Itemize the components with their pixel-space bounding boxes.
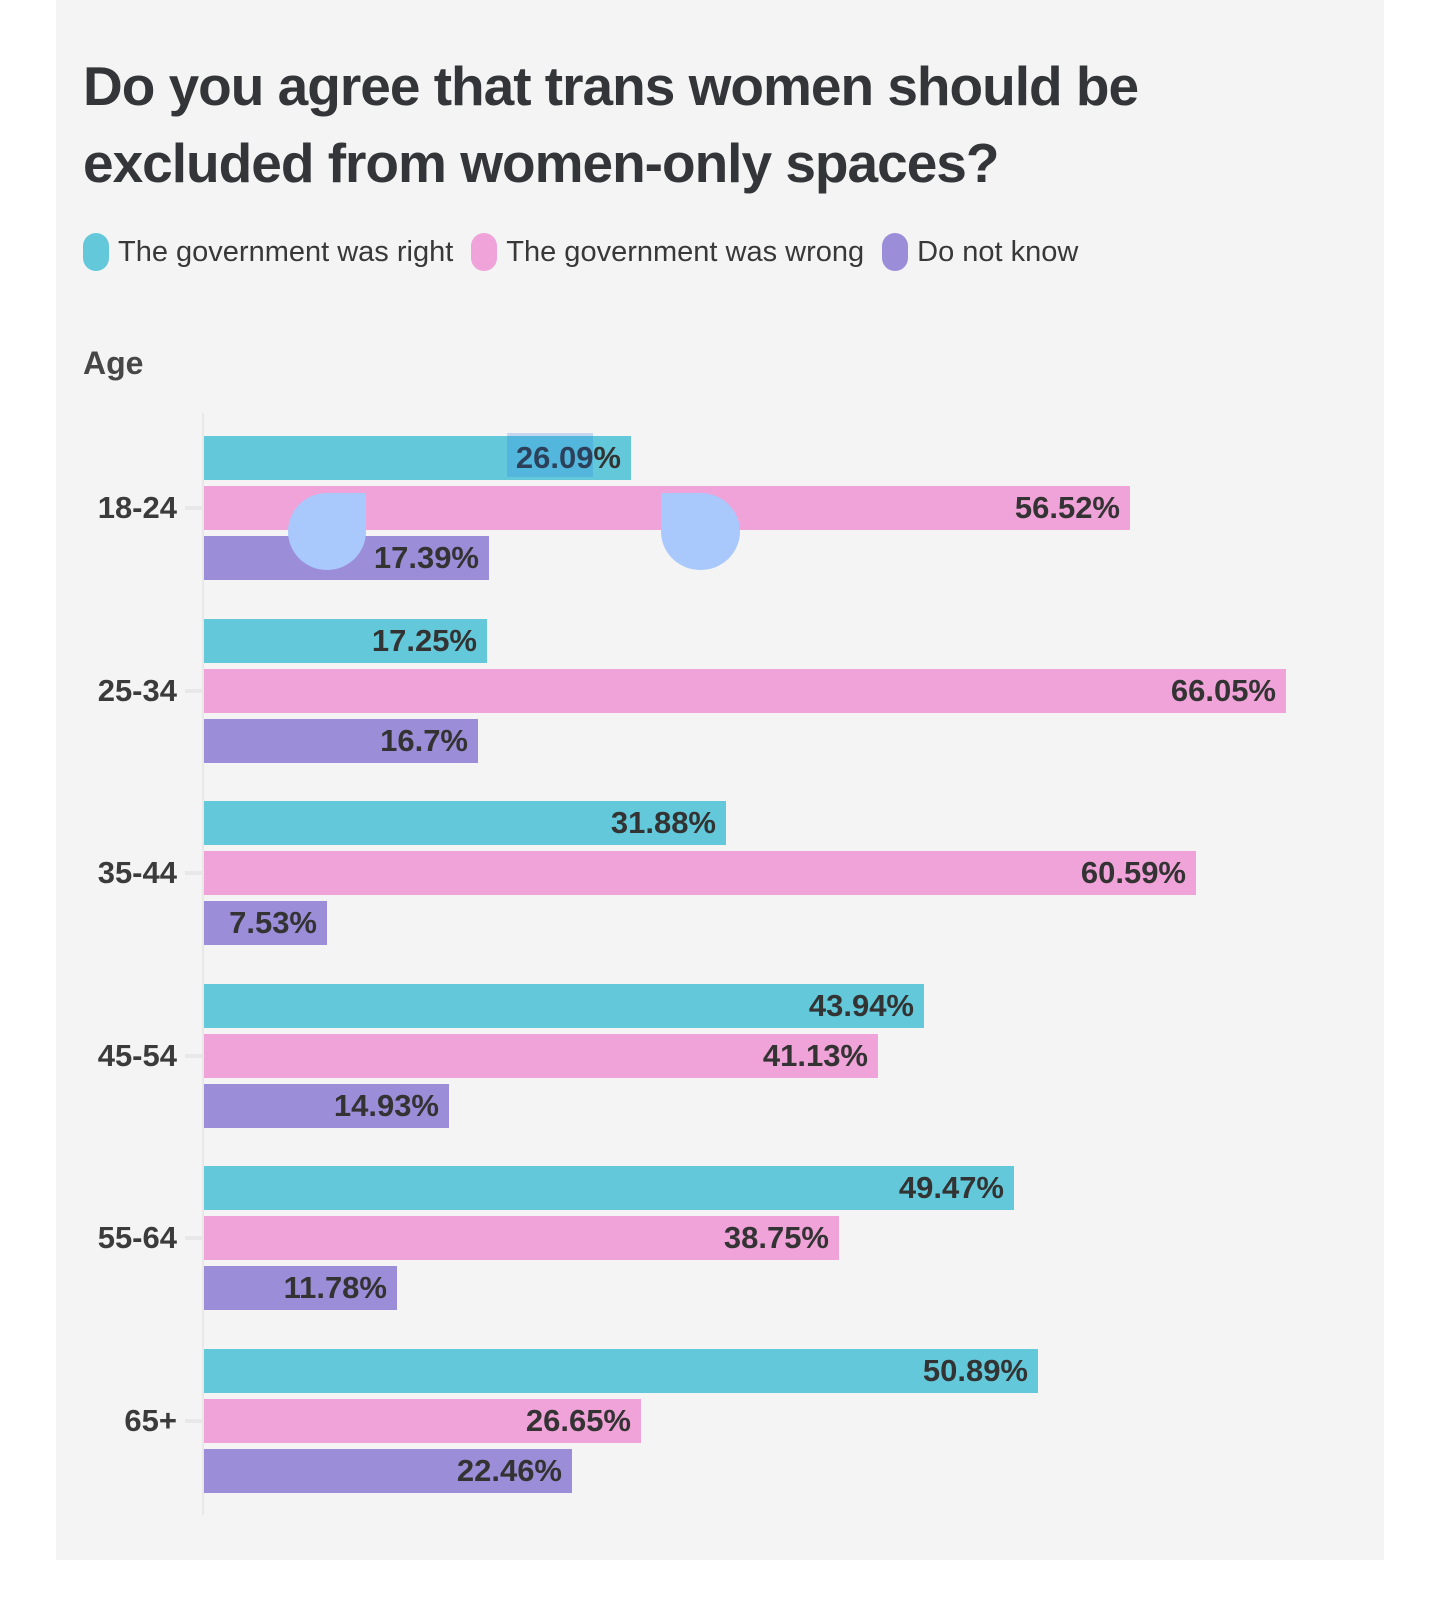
legend-label: The government was right <box>118 236 454 268</box>
bar-45-54-series2[interactable]: 14.93% <box>204 1084 449 1128</box>
value-label: 7.53% <box>229 905 317 940</box>
bar-25-34-series2[interactable]: 16.7% <box>204 719 478 763</box>
bar-18-24-series0[interactable]: 26.09% <box>204 436 631 480</box>
value-label: 66.05% <box>1170 673 1276 708</box>
bar-55-64-series1[interactable]: 38.75% <box>204 1216 839 1260</box>
bar-25-34-series1[interactable]: 66.05% <box>204 669 1286 713</box>
axis-line <box>202 413 204 1515</box>
bar-65+-series2[interactable]: 22.46% <box>204 1449 572 1493</box>
bar-65+-series0[interactable]: 50.89% <box>204 1349 1038 1393</box>
chart-title-line1: Do you agree that trans women should be <box>83 55 1139 117</box>
axis-title: Age <box>83 345 144 381</box>
value-label: 60.59% <box>1080 855 1186 890</box>
bar-65+-series1[interactable]: 26.65% <box>204 1399 641 1443</box>
legend-label: Do not know <box>917 236 1079 268</box>
category-label: 55-64 <box>97 1220 177 1255</box>
category-label: 35-44 <box>97 855 177 890</box>
axis-tick <box>185 1054 202 1058</box>
value-label: 43.94% <box>808 988 914 1023</box>
value-label: 26.65% <box>525 1403 631 1438</box>
value-label: 50.89% <box>922 1353 1028 1388</box>
legend-item-0[interactable]: The government was right <box>83 233 453 271</box>
category-label: 18-24 <box>97 490 177 525</box>
legend-item-2[interactable]: Do not know <box>882 233 1078 271</box>
chart-title: Do you agree that trans women should be … <box>83 48 1139 202</box>
value-label: 56.52% <box>1014 490 1120 525</box>
axis-tick <box>185 689 202 693</box>
axis-tick <box>185 506 202 510</box>
value-label: 26.09% <box>515 440 621 475</box>
selection-handle-left-icon[interactable] <box>288 493 366 570</box>
legend: The government was right The government w… <box>83 233 1078 271</box>
axis-tick <box>185 1419 202 1423</box>
legend-label: The government was wrong <box>506 236 865 268</box>
value-label: 17.39% <box>373 540 479 575</box>
category-label: 45-54 <box>97 1038 177 1073</box>
selection-handle-right-icon[interactable] <box>661 493 740 570</box>
bar-35-44-series1[interactable]: 60.59% <box>204 851 1196 895</box>
legend-swatch-icon <box>882 233 909 271</box>
value-label: 49.47% <box>898 1170 1004 1205</box>
value-label: 41.13% <box>762 1038 868 1073</box>
value-label: 22.46% <box>456 1453 562 1488</box>
text-selection-highlight <box>507 433 593 477</box>
value-label: 16.7% <box>380 723 468 758</box>
legend-item-1[interactable]: The government was wrong <box>471 233 864 271</box>
category-label: 65+ <box>124 1403 177 1438</box>
value-label: 17.25% <box>371 623 477 658</box>
value-label: 38.75% <box>723 1220 829 1255</box>
axis-tick <box>185 1236 202 1240</box>
category-label: 25-34 <box>97 673 177 708</box>
bar-25-34-series0[interactable]: 17.25% <box>204 619 487 663</box>
legend-swatch-icon <box>83 233 109 271</box>
axis-tick <box>185 871 202 875</box>
bar-55-64-series0[interactable]: 49.47% <box>204 1166 1014 1210</box>
legend-swatch-icon <box>471 233 498 271</box>
bar-45-54-series0[interactable]: 43.94% <box>204 984 924 1028</box>
value-label: 11.78% <box>283 1270 387 1305</box>
value-label: 14.93% <box>333 1088 439 1123</box>
bar-45-54-series1[interactable]: 41.13% <box>204 1034 878 1078</box>
bar-35-44-series2[interactable]: 7.53% <box>204 901 327 945</box>
bar-35-44-series0[interactable]: 31.88% <box>204 801 726 845</box>
bar-55-64-series2[interactable]: 11.78% <box>204 1266 397 1310</box>
chart-title-line2: excluded from women-only spaces? <box>83 132 999 194</box>
value-label: 31.88% <box>610 805 716 840</box>
